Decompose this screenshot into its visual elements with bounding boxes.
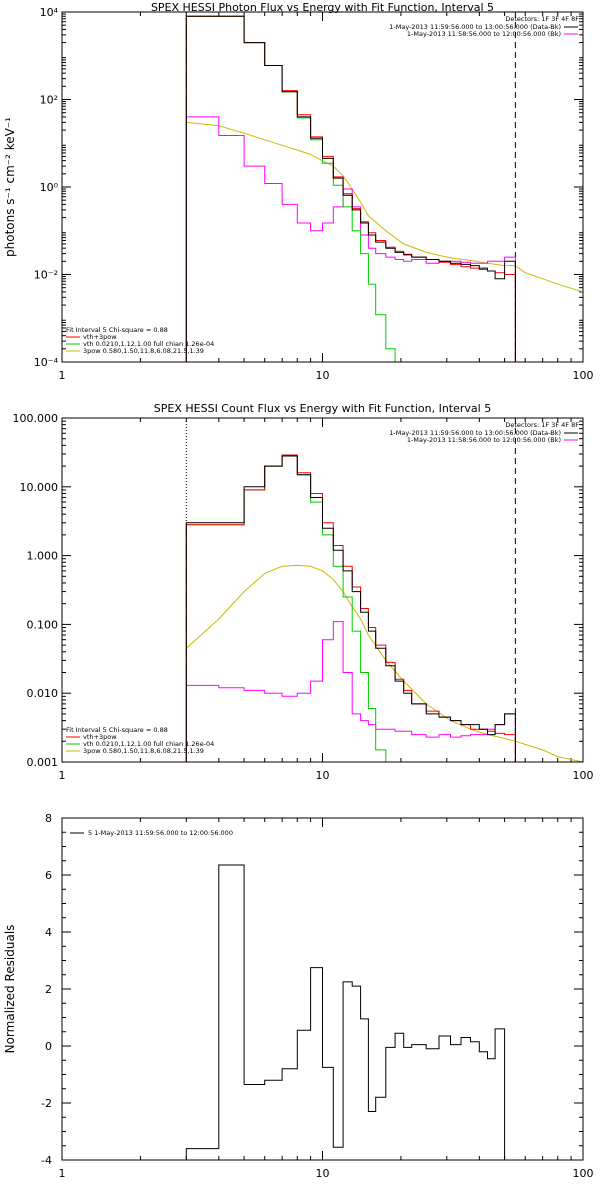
y-tick-label: 4 [45, 926, 52, 939]
x-tick-label: 100 [573, 369, 594, 382]
y-tick-label: 10⁰ [40, 181, 59, 194]
legend-label: 1-May-2013 11:59:56.000 to 13:00:56.000 … [389, 429, 561, 437]
series-3pow-line [185, 564, 583, 762]
x-tick-label: 1 [59, 1167, 66, 1180]
detectors-label: Detectors: 1F 3F 4F 8F [505, 15, 579, 23]
residuals-panel: Normalized Residuals 1 10 100 -4 -2 0 2 4 6 8 5 1-M… [3, 812, 594, 1180]
series-5-histogram [185, 864, 516, 1160]
y-tick-label: 1.000 [27, 550, 59, 563]
legend-fit: Fit Interval 5 Chi-square = 0.88vth+3pow… [66, 326, 214, 355]
legend-label: 1-May-2013 11:59:56.000 to 13:00:56.000 … [389, 23, 561, 31]
y-tick-label: 10⁻² [34, 269, 58, 282]
legend-label: 1-May-2013 11:58:56.000 to 12:00:56.000 … [407, 30, 561, 38]
y-tick-label: 10.000 [20, 481, 59, 494]
y-tick-label: 10⁴ [40, 6, 59, 19]
count-flux-panel: SPEX HESSI Count Flux vs Energy with Fit… [13, 402, 594, 782]
series-3pow-line [186, 121, 583, 293]
legend-label: vth 0.0210,1.12,1.00 full chian 1.26e-04 [83, 740, 214, 748]
plot-area [185, 418, 583, 762]
legend-label: vth+3pow [83, 733, 117, 741]
series-vth-3pow-histogram [185, 454, 516, 762]
legend-label: vth 0.0210,1.12,1.00 full chian 1.26e-04 [83, 340, 214, 348]
y-tick-label: 0.100 [27, 618, 59, 631]
y-tick-label: 2 [45, 983, 52, 996]
legend-top: Detectors: 1F 3F 4F 8F1-May-2013 11:59:5… [389, 15, 579, 38]
y-tick-label: 8 [45, 812, 52, 825]
plot-area [185, 864, 516, 1160]
plot-area [185, 12, 583, 362]
y-tick-label: -2 [41, 1097, 52, 1110]
series-bk-histogram [185, 621, 516, 762]
legend-top: Detectors: 1F 3F 4F 8F1-May-2013 11:59:5… [389, 421, 579, 444]
y-tick-label: 10² [40, 94, 58, 107]
fit-interval-label: Fit Interval 5 Chi-square = 0.88 [66, 326, 168, 334]
series-bk-histogram [185, 116, 516, 362]
y-axis-label: Normalized Residuals [3, 925, 17, 1054]
y-ticks: 0.001 0.010 0.100 1.000 10.000 100.000 [13, 412, 583, 769]
legend-label: 5 1-May-2013 11:59:56.000 to 12:00:56.00… [88, 829, 233, 837]
y-axis-label: photons s⁻¹ cm⁻² keV⁻¹ [3, 117, 17, 257]
series-vth-histogram [185, 455, 516, 762]
chart-title: SPEX HESSI Photon Flux vs Energy with Fi… [151, 1, 494, 14]
x-tick-label: 10 [316, 369, 330, 382]
x-tick-label: 1 [59, 369, 66, 382]
x-tick-label: 100 [573, 769, 594, 782]
photon-flux-panel: SPEX HESSI Photon Flux vs Energy with Fi… [3, 1, 594, 382]
legend-fit: Fit Interval 5 Chi-square = 0.88vth+3pow… [66, 726, 214, 755]
detectors-label: Detectors: 1F 3F 4F 8F [505, 421, 579, 429]
y-ticks: -4 -2 0 2 4 6 8 [41, 812, 583, 1167]
x-tick-label: 10 [316, 1167, 330, 1180]
series-data-bk-histogram [185, 455, 516, 762]
y-tick-label: 100.000 [13, 412, 59, 425]
y-tick-label: 0 [45, 1040, 52, 1053]
legend-label: 3pow 0.580,1.50,11.8,6.08,21.5,1.39 [83, 747, 204, 755]
x-ticks: 1 10 100 [59, 12, 594, 382]
x-tick-label: 100 [573, 1167, 594, 1180]
fit-interval-label: Fit Interval 5 Chi-square = 0.88 [66, 726, 168, 734]
series-data-bk-histogram [185, 15, 516, 362]
y-tick-label: -4 [41, 1154, 52, 1167]
x-ticks: 1 10 100 [59, 818, 594, 1180]
y-tick-label: 0.001 [27, 756, 59, 769]
legend-top: 5 1-May-2013 11:59:56.000 to 12:00:56.00… [70, 829, 233, 837]
y-tick-label: 10⁻⁴ [34, 356, 59, 369]
plot-frame [61, 11, 584, 363]
legend-label: 3pow 0.580,1.50,11.8,6.08,21.5,1.39 [83, 347, 204, 355]
plot-frame [61, 817, 584, 1161]
y-ticks: 10⁻⁴ 10⁻² 10⁰ 10² 10⁴ [34, 6, 583, 369]
plot-frame [61, 417, 584, 763]
legend-label: vth+3pow [83, 333, 117, 341]
x-tick-label: 1 [59, 769, 66, 782]
y-tick-label: 6 [45, 869, 52, 882]
x-tick-label: 10 [316, 769, 330, 782]
y-tick-label: 0.010 [27, 687, 59, 700]
chart-title: SPEX HESSI Count Flux vs Energy with Fit… [154, 402, 491, 415]
legend-label: 1-May-2013 11:58:56.000 to 12:00:56.000 … [407, 436, 561, 444]
